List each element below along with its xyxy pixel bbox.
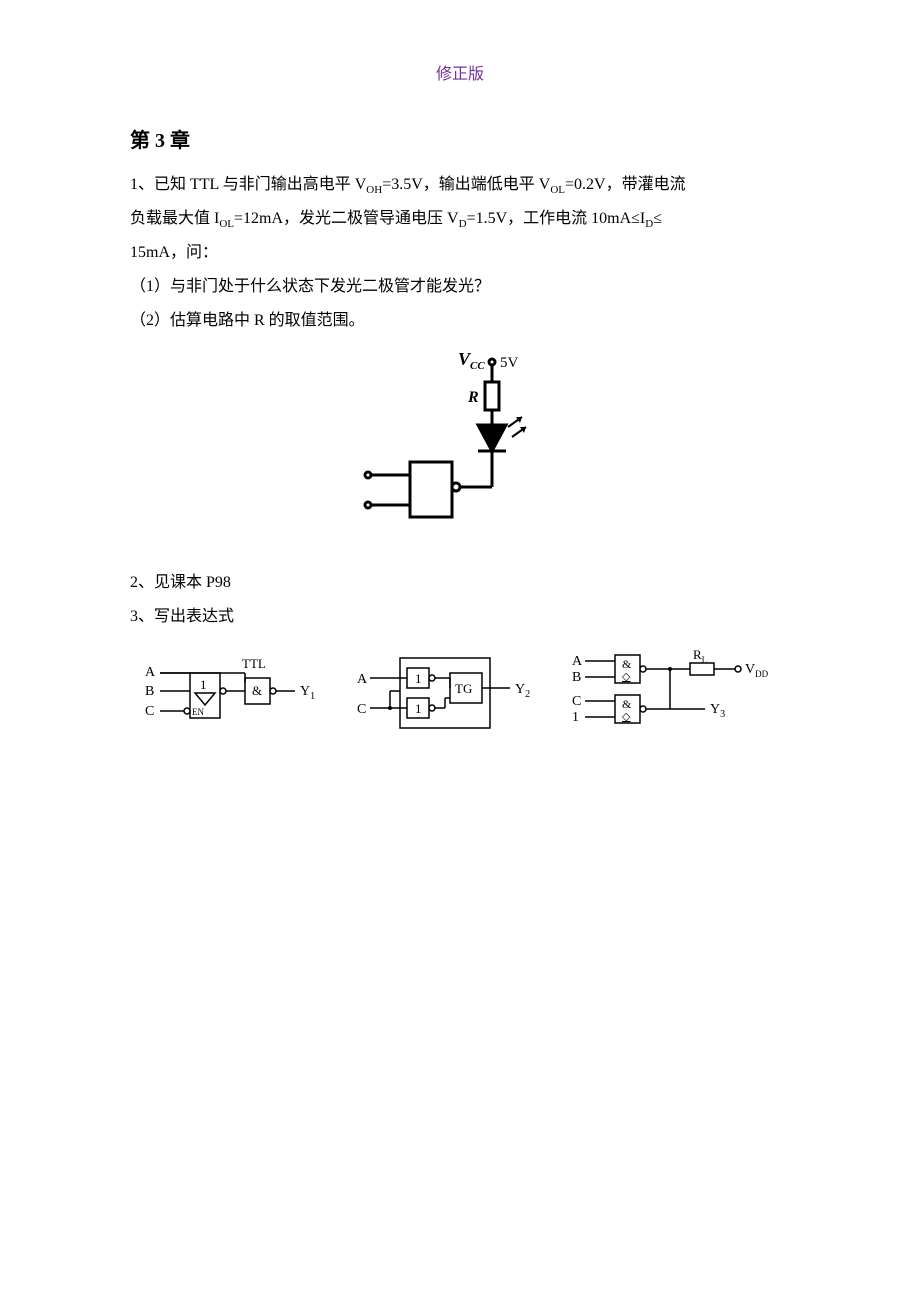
problem-1-q2: （2）估算电路中 R 的取值范围。 (130, 305, 790, 337)
circuit-figure-1: VCC 5V R (350, 347, 570, 547)
vcc-label: VCC (458, 349, 485, 372)
circuit-figure-2c: & ◇ & ◇ (560, 643, 790, 743)
svg-text:EN: EN (192, 707, 204, 717)
p1l1a: 1、已知 TTL 与非门输出高电平 V (130, 176, 366, 193)
p1l2d: ≤ (653, 210, 662, 227)
svg-text:&: & (622, 657, 632, 671)
p1l2b: =12mA，发光二极管导通电压 V (234, 210, 459, 227)
problem-2: 2、见课本 P98 (130, 567, 790, 599)
p1l2a: 负载最大值 I (130, 210, 219, 227)
label-y2: Y2 (515, 682, 530, 700)
problem-1-line1: 1、已知 TTL 与非门输出高电平 VOH=3.5V，输出端低电平 VOL=0.… (130, 169, 790, 201)
p1l1s2: OL (550, 184, 565, 196)
p1l1b: =3.5V，输出端低电平 V (382, 176, 550, 193)
problem-3: 3、写出表达式 (130, 601, 790, 633)
label-b: B (145, 684, 154, 699)
label-c: C (572, 694, 581, 709)
label-a: A (572, 654, 583, 669)
label-a: A (145, 665, 156, 680)
svg-text:1: 1 (415, 671, 422, 686)
svg-text:TG: TG (455, 681, 472, 696)
label-vdd: VDD (745, 662, 769, 679)
problem-1-q1: （1）与非门处于什么状态下发光二极管才能发光？ (130, 271, 790, 303)
p1l2c: =1.5V，工作电流 10mA≤I (467, 210, 646, 227)
label-a: A (357, 672, 368, 687)
p1l2s2: D (459, 218, 467, 230)
r-label: R (467, 389, 479, 406)
label-y3: Y3 (710, 702, 725, 720)
p1l1s1: OH (366, 184, 382, 196)
circuit-figure-2a: 1 EN & A (130, 643, 330, 743)
label-ttl: TTL (242, 656, 266, 671)
label-b: B (572, 670, 581, 685)
label-y1: Y1 (300, 684, 315, 702)
label-c: C (357, 702, 366, 717)
label-c: C (145, 704, 154, 719)
circuit-figure-2b: 1 1 TG (345, 643, 545, 743)
svg-text:◇: ◇ (622, 671, 631, 683)
svg-text:1: 1 (200, 677, 207, 692)
p1l1c: =0.2V，带灌电流 (565, 176, 686, 193)
svg-text:&: & (252, 683, 262, 698)
svg-text:1: 1 (415, 701, 422, 716)
vcc-volt: 5V (500, 355, 519, 371)
label-1: 1 (572, 710, 579, 725)
problem-1-line2: 负载最大值 IOL=12mA，发光二极管导通电压 VD=1.5V，工作电流 10… (130, 203, 790, 235)
svg-text:◇: ◇ (622, 711, 631, 723)
svg-text:&: & (622, 697, 632, 711)
page-header: 修正版 (130, 60, 790, 84)
chapter-title: 第 3 章 (130, 124, 790, 153)
problem-1-line3: 15mA，问： (130, 237, 790, 269)
p1l2s1: OL (219, 218, 234, 230)
